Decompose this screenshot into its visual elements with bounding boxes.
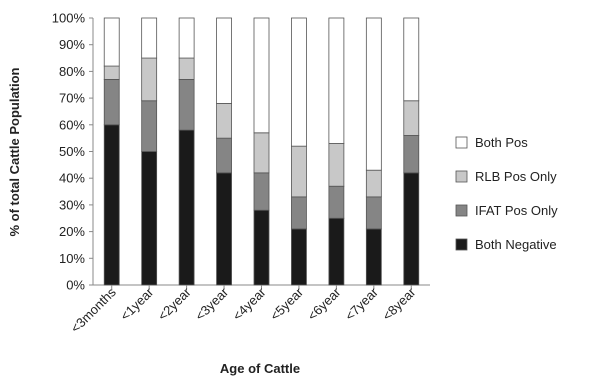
x-tick-label: <3year	[192, 284, 231, 323]
x-tick-label: <5year	[267, 284, 306, 323]
bar-segment	[253, 132, 270, 174]
legend-swatch	[455, 136, 468, 149]
y-tick-label: 10%	[59, 251, 85, 266]
bar-segment	[403, 17, 420, 102]
bar-segment	[178, 17, 195, 59]
y-tick-label: 80%	[59, 64, 85, 79]
y-tick-label: 90%	[59, 37, 85, 52]
y-tick-label: 0%	[66, 278, 85, 293]
legend-swatch	[455, 204, 468, 217]
bar-segment	[291, 228, 307, 286]
bar-segment	[403, 172, 420, 286]
bar-segment	[403, 135, 420, 174]
bar-segment	[141, 100, 158, 152]
bar-segment	[216, 103, 232, 139]
bar-segment	[141, 57, 158, 102]
bar-segment	[328, 143, 345, 187]
y-axis-title: % of total Cattle Population	[7, 67, 22, 236]
bar-segment	[253, 209, 270, 286]
bar-segment	[291, 145, 307, 198]
bar-segment	[103, 124, 120, 286]
y-tick-label: 60%	[59, 117, 85, 132]
bar-segment	[178, 129, 195, 286]
x-axis-title: Age of Cattle	[220, 361, 300, 376]
y-tick-label: 20%	[59, 224, 85, 239]
plot-area: 0%10%20%30%40%50%60%70%80%90%100%<3month…	[52, 11, 430, 336]
bar-segment	[365, 196, 382, 230]
bar-segment	[403, 100, 420, 136]
bar-segment	[141, 151, 158, 286]
y-tick-label: 40%	[59, 171, 85, 186]
legend-entry: IFAT Pos Only	[475, 203, 558, 218]
bar-segment	[253, 172, 270, 211]
legend-swatch	[455, 170, 468, 183]
bar-segment	[365, 228, 382, 286]
x-tick-label: <4year	[230, 284, 269, 323]
bar-segment	[103, 79, 120, 126]
x-tick-label: <7year	[342, 284, 381, 323]
bar-segment	[216, 172, 232, 286]
bar-segment	[178, 57, 195, 80]
x-tick-label: <1year	[117, 284, 156, 323]
x-tick-label: <8year	[379, 284, 418, 323]
bar-segment	[291, 17, 307, 147]
bar-segment	[365, 17, 382, 171]
y-tick-label: 70%	[59, 91, 85, 106]
legend: Both Pos RLB Pos Only IFAT Pos Only Both Ne…	[455, 135, 558, 252]
bar-segment	[103, 65, 120, 80]
bar-segment	[328, 217, 345, 286]
bar-segment	[253, 17, 270, 134]
legend-entry: Both Negative	[475, 237, 557, 252]
legend-entry: Both Pos	[475, 135, 528, 150]
bar-segment	[328, 17, 345, 144]
legend-swatch	[455, 238, 468, 251]
bar-segment	[328, 185, 345, 219]
y-tick-label: 100%	[52, 11, 86, 26]
y-tick-label: 50%	[59, 144, 85, 159]
bar-segment	[216, 137, 232, 174]
x-tick-label: <6year	[305, 284, 344, 323]
bar-segment	[216, 17, 232, 104]
bar-segment	[103, 17, 120, 67]
x-tick-label: <2year	[155, 284, 194, 323]
bar-segment	[141, 17, 158, 59]
bar-segment	[365, 169, 382, 198]
legend-entry: RLB Pos Only	[475, 169, 557, 184]
y-tick-label: 30%	[59, 197, 85, 212]
bar-segment	[291, 196, 307, 230]
bar-segment	[178, 79, 195, 131]
